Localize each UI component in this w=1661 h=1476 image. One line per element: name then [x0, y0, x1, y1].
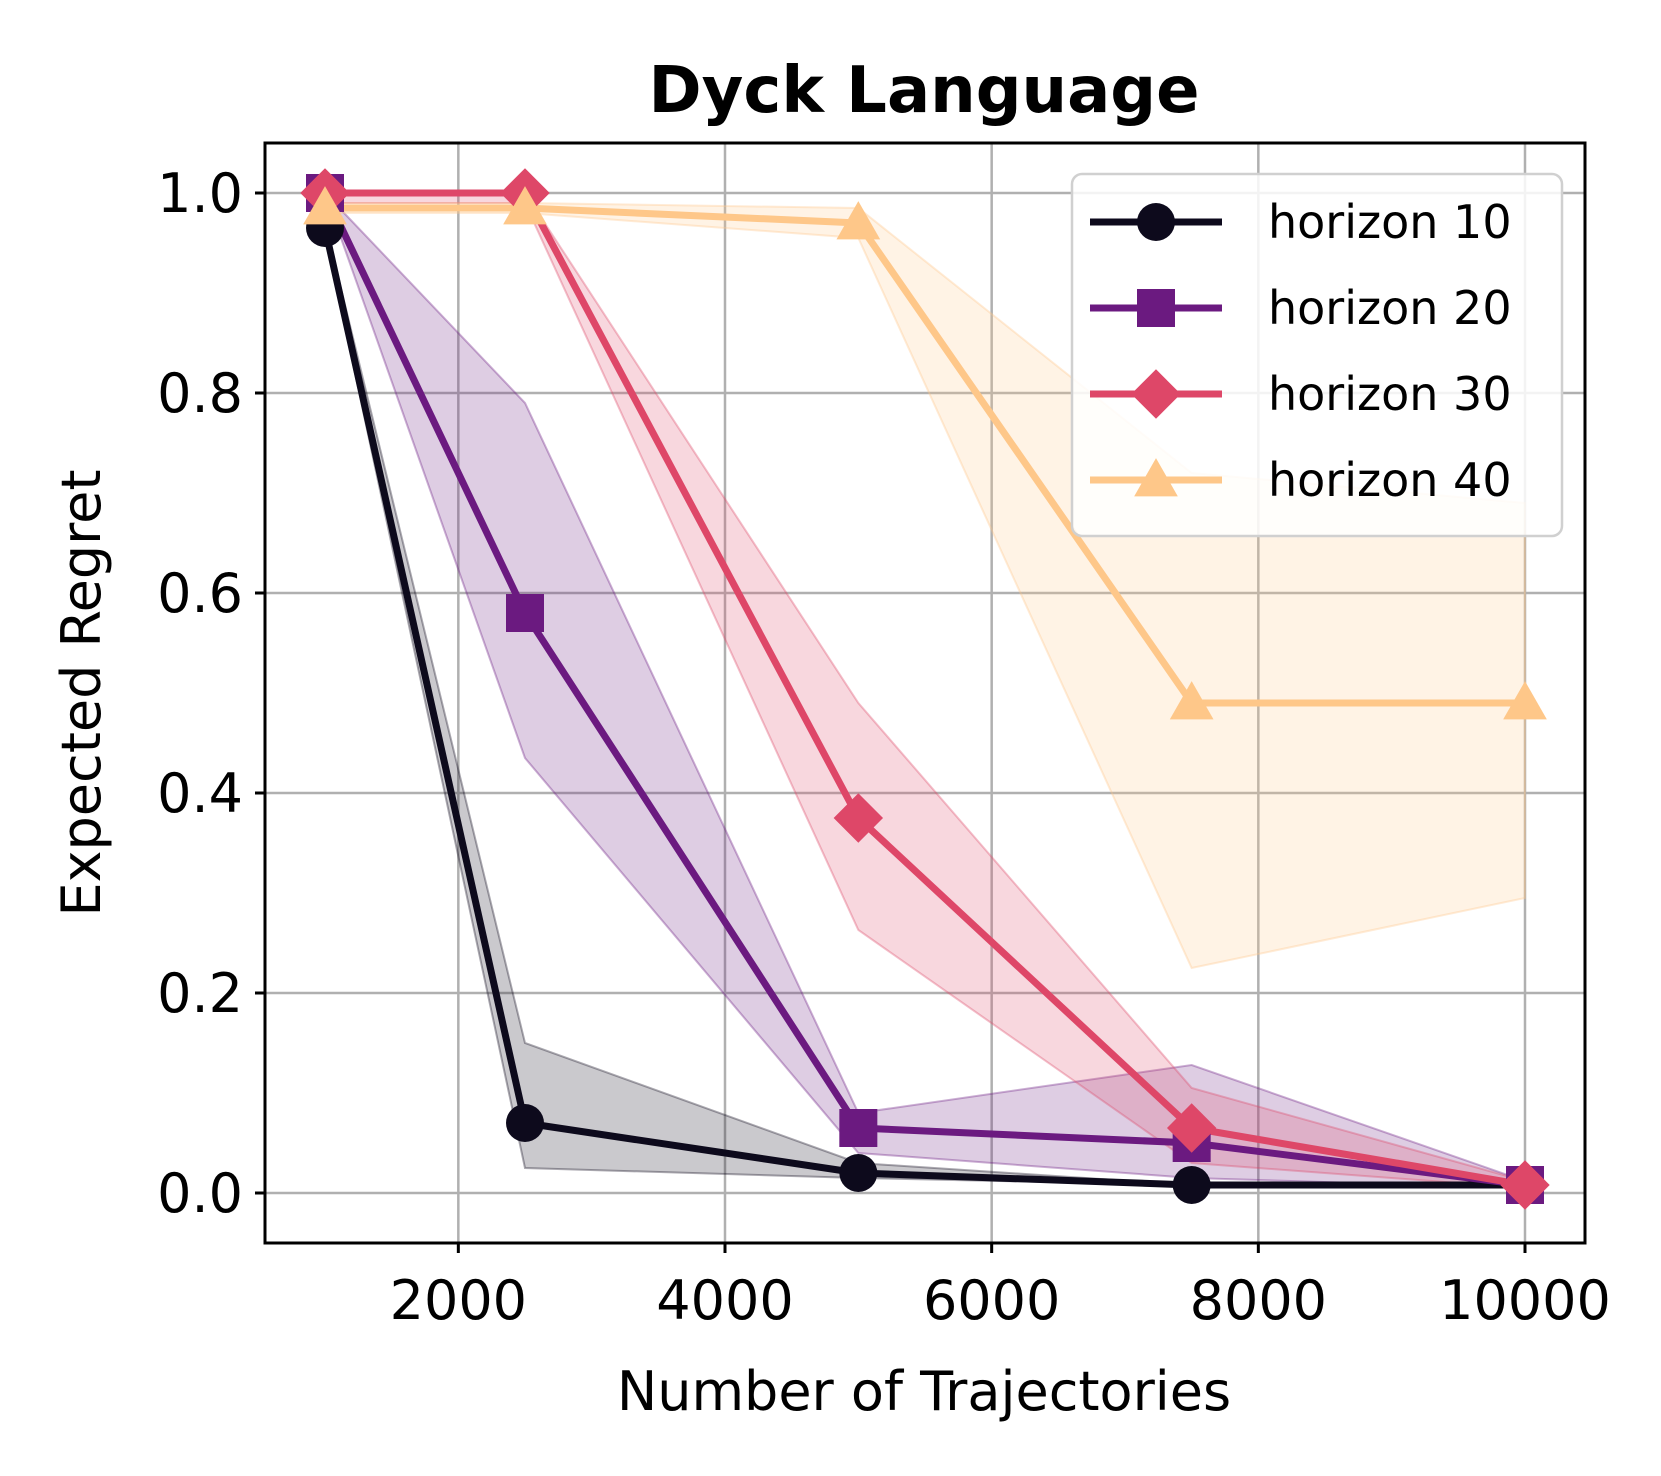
- data-point: [839, 1109, 878, 1147]
- y-axis: 0.0 0.2 0.4 0.6 0.8 1.0: [157, 162, 265, 1225]
- legend-label: horizon 30: [1268, 367, 1512, 421]
- x-tick-label: 6000: [923, 1269, 1060, 1332]
- legend-box: [1070, 172, 1564, 538]
- legend-label: horizon 40: [1268, 453, 1512, 507]
- data-point: [833, 793, 884, 843]
- x-tick-label: 10000: [1439, 1269, 1611, 1332]
- y-axis-label: Expected Regret: [50, 469, 113, 916]
- x-tick-label: 8000: [1190, 1269, 1327, 1332]
- data-point: [1169, 681, 1214, 720]
- x-tick-label: 2000: [390, 1269, 527, 1332]
- series-markers: [300, 168, 1550, 1210]
- y-tick-label: 1.0: [157, 162, 243, 225]
- y-tick-label: 0.8: [157, 362, 243, 425]
- legend-label: horizon 20: [1268, 281, 1512, 335]
- data-point: [503, 186, 547, 225]
- plot-frame: [263, 141, 1587, 1245]
- y-tick-label: 0.2: [157, 962, 243, 1025]
- legend-marker: [1137, 203, 1175, 241]
- legend-marker: [1134, 458, 1178, 497]
- legend-marker: [1137, 289, 1175, 327]
- legend-label: horizon 10: [1268, 195, 1512, 249]
- confidence-band: [324, 202, 1526, 970]
- data-point: [1503, 681, 1547, 720]
- data-point: [1500, 1160, 1550, 1210]
- data-point: [506, 1104, 544, 1142]
- data-point: [1172, 1166, 1211, 1204]
- legend-marker: [1131, 369, 1181, 419]
- data-point: [506, 594, 544, 632]
- x-axis-label: Number of Trajectories: [617, 1360, 1231, 1423]
- x-axis: 2000 4000 6000 8000 10000: [390, 1243, 1611, 1332]
- y-tick-label: 0.6: [157, 562, 243, 625]
- data-point: [303, 186, 347, 225]
- data-point: [836, 201, 881, 240]
- chart-title: Dyck Language: [649, 54, 1200, 128]
- data-point: [1166, 1103, 1217, 1153]
- y-tick-label: 0.4: [157, 762, 243, 825]
- data-point: [839, 1154, 878, 1192]
- legend: horizon 10 horizon 20 horizon 30 horizon 40: [1070, 172, 1564, 538]
- x-tick-label: 4000: [656, 1269, 793, 1332]
- y-tick-label: 0.0: [157, 1162, 243, 1225]
